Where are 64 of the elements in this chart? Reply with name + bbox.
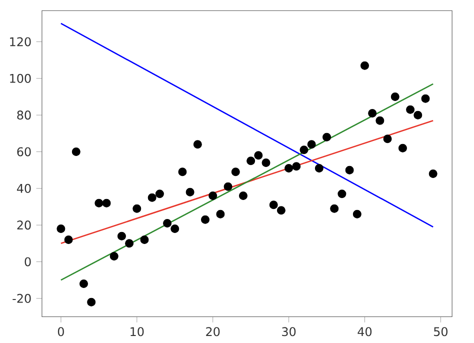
point — [102, 198, 111, 208]
point — [148, 193, 156, 202]
point — [155, 190, 164, 198]
point — [276, 206, 286, 215]
point — [201, 215, 210, 224]
point — [292, 162, 301, 171]
point — [87, 298, 96, 306]
point — [284, 164, 294, 173]
x-tick-label: 10 — [130, 327, 144, 336]
point — [231, 168, 240, 176]
point — [352, 210, 362, 218]
point — [186, 188, 194, 196]
point — [398, 144, 407, 152]
y-tick-label: 120 — [10, 37, 31, 46]
point — [170, 224, 180, 234]
y-tick-label: 20 — [17, 220, 31, 230]
y-tick-label: 40 — [16, 184, 31, 194]
point — [314, 164, 324, 173]
point — [208, 192, 218, 200]
y-tick-label: 80 — [17, 110, 31, 120]
point — [110, 252, 118, 261]
point — [163, 219, 172, 228]
x-tick-label: 50 — [434, 327, 448, 336]
point — [216, 210, 225, 218]
point — [338, 190, 346, 198]
point — [300, 146, 308, 154]
point — [238, 192, 248, 200]
y-tick-label: 60 — [17, 147, 31, 156]
point — [345, 166, 354, 174]
point — [140, 236, 149, 244]
point — [390, 92, 400, 102]
x-tick-label: 40 — [358, 327, 372, 336]
point — [330, 204, 339, 213]
point — [246, 156, 256, 166]
point — [125, 239, 134, 248]
point — [178, 168, 187, 176]
point — [56, 224, 66, 234]
point — [254, 151, 263, 160]
point — [94, 198, 104, 208]
point — [224, 182, 232, 191]
point — [79, 280, 88, 288]
point — [132, 204, 142, 213]
point — [368, 109, 377, 118]
y-tick-label: 100 — [10, 74, 31, 84]
x-tick-label: 20 — [206, 327, 220, 336]
point — [376, 116, 384, 125]
point — [193, 140, 202, 149]
point — [406, 105, 415, 114]
point — [414, 110, 422, 120]
point — [322, 132, 332, 142]
y-tick-label: 0 — [24, 257, 31, 266]
x-tick-label: 0 — [58, 327, 64, 336]
point — [64, 236, 73, 244]
point — [360, 61, 369, 70]
y-tick-label: -20 — [12, 294, 31, 304]
point — [72, 148, 80, 156]
point — [117, 232, 126, 240]
point — [428, 170, 438, 178]
point — [383, 134, 392, 144]
point — [269, 200, 278, 210]
point — [262, 158, 270, 168]
point — [307, 140, 316, 149]
point — [421, 94, 430, 103]
x-tick-label: 30 — [282, 327, 296, 336]
